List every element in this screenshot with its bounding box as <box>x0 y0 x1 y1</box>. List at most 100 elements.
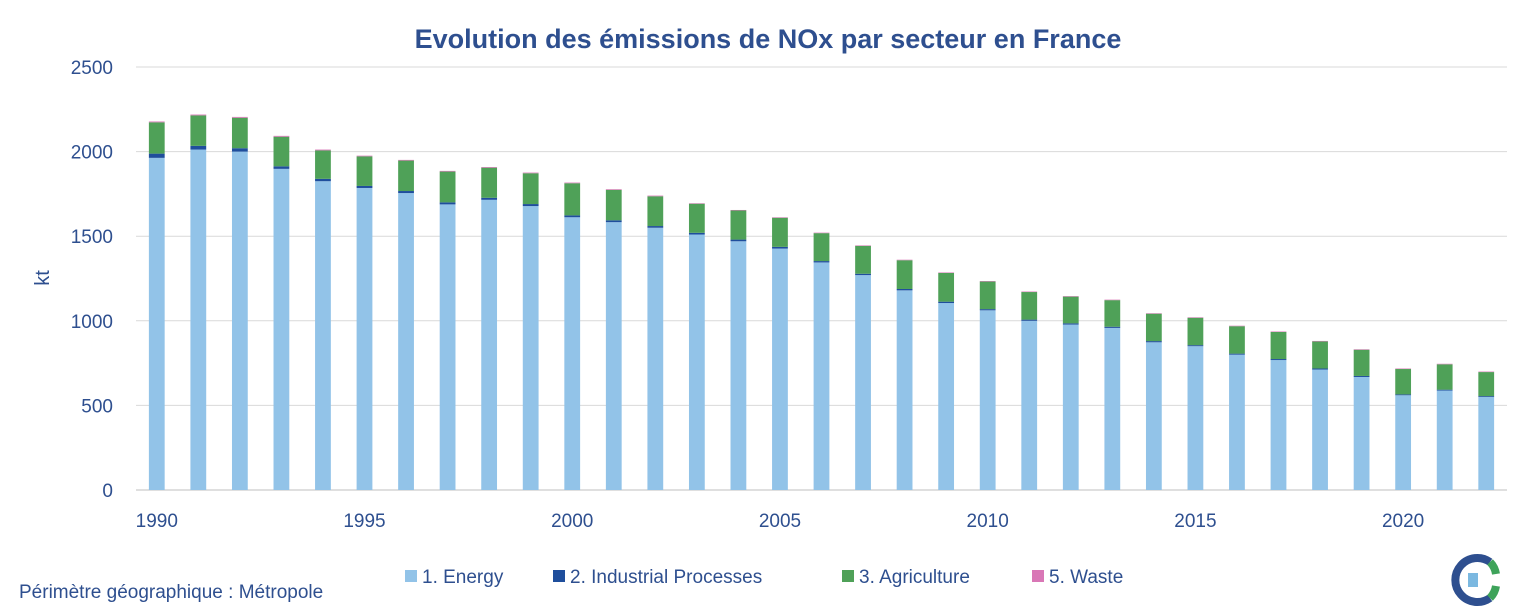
bar-segment-1 <box>273 166 290 169</box>
bar-segment-1 <box>1104 326 1121 328</box>
bar-segment-2 <box>647 196 664 227</box>
bar-segment-1 <box>522 204 539 207</box>
bar-segment-0 <box>1270 360 1287 490</box>
x-tick-label: 1995 <box>343 511 385 532</box>
bar-segment-1 <box>730 239 747 242</box>
bar-segment-1 <box>398 191 414 194</box>
bar-segment-2 <box>1145 313 1162 342</box>
y-axis-label: kt <box>32 270 54 286</box>
bar-segment-0 <box>938 303 955 490</box>
bar-segment-3 <box>273 135 290 137</box>
bar-segment-2 <box>855 245 871 274</box>
bar-segment-2 <box>564 183 581 216</box>
x-axis-ticks: 1990 1995 2000 2005 2010 2015 2020 <box>136 511 1425 532</box>
x-tick-label: 2015 <box>1174 511 1216 532</box>
bar-segment-0 <box>1395 395 1412 490</box>
bar-segment-3 <box>938 272 955 273</box>
bar-segment-1 <box>1353 375 1370 377</box>
bar-segment-3 <box>190 114 207 116</box>
bar-segment-1 <box>481 197 498 200</box>
bar-segment-1 <box>979 309 996 311</box>
bars <box>148 114 1495 491</box>
bar-segment-3 <box>148 121 165 123</box>
bar-segment-3 <box>647 195 664 197</box>
bar-segment-2 <box>1270 331 1287 360</box>
bar-segment-0 <box>813 262 830 490</box>
bar-segment-0 <box>398 193 414 490</box>
bar-segment-1 <box>855 273 871 276</box>
y-tick-label: 1500 <box>71 227 113 248</box>
bar-segment-0 <box>605 222 622 490</box>
legend-label: 2. Industrial Processes <box>570 567 762 588</box>
bar-segment-1 <box>356 185 373 188</box>
bar-segment-3 <box>772 217 788 218</box>
bar-segment-0 <box>1104 327 1121 490</box>
bar-segment-1 <box>1478 396 1495 397</box>
bar-segment-1 <box>1229 353 1245 355</box>
bar-segment-0 <box>273 168 290 490</box>
bar-segment-1 <box>1312 368 1328 370</box>
bar-segment-3 <box>605 189 622 190</box>
legend-item: 3. Agriculture <box>842 567 970 588</box>
bar-segment-1 <box>315 178 331 182</box>
bar-segment-2 <box>231 117 248 149</box>
bar-segment-1 <box>1270 359 1287 361</box>
bar-segment-2 <box>481 167 498 198</box>
bar-segment-2 <box>938 272 955 302</box>
bar-segment-1 <box>688 232 705 235</box>
bar-segment-2 <box>605 189 622 221</box>
legend-swatch <box>405 570 417 582</box>
legend-swatch <box>1032 570 1044 582</box>
bar-segment-0 <box>1436 390 1453 490</box>
bar-segment-1 <box>1062 323 1079 325</box>
bar-segment-3 <box>1312 340 1328 342</box>
bar-segment-3 <box>1229 325 1245 327</box>
bar-segment-0 <box>1478 396 1495 490</box>
bar-segment-0 <box>1145 342 1162 490</box>
legend-swatch <box>553 570 565 582</box>
legend-label: 1. Energy <box>422 567 504 588</box>
bar-segment-0 <box>190 149 207 491</box>
citepa-logo-icon <box>1451 554 1500 606</box>
bar-segment-2 <box>1062 296 1079 324</box>
bar-segment-1 <box>231 148 248 152</box>
legend-item: 1. Energy <box>405 567 504 588</box>
x-tick-label: 2020 <box>1382 511 1424 532</box>
legend-item: 5. Waste <box>1032 567 1123 588</box>
bar-segment-0 <box>855 275 871 490</box>
legend-label: 3. Agriculture <box>859 567 970 588</box>
bar-segment-3 <box>315 149 331 151</box>
bar-segment-2 <box>772 217 788 247</box>
bar-segment-0 <box>979 310 996 490</box>
bar-segment-2 <box>1353 349 1370 376</box>
bar-segment-3 <box>481 166 498 168</box>
legend-label: 5. Waste <box>1049 567 1123 588</box>
bar-segment-3 <box>1353 349 1370 350</box>
bar-segment-2 <box>979 281 996 310</box>
bar-segment-1 <box>605 220 622 223</box>
bar-segment-0 <box>356 187 373 490</box>
x-tick-label: 2005 <box>759 511 801 532</box>
bar-segment-0 <box>1312 369 1328 490</box>
bar-segment-2 <box>148 122 165 154</box>
bar-segment-1 <box>148 153 165 158</box>
bar-segment-3 <box>1436 363 1453 365</box>
bar-segment-1 <box>1436 389 1453 391</box>
chart-title: Evolution des émissions de NOx par secte… <box>415 24 1122 54</box>
bar-segment-3 <box>1187 317 1204 318</box>
bar-segment-1 <box>190 145 207 150</box>
bar-segment-3 <box>564 182 581 184</box>
bar-segment-2 <box>896 260 913 289</box>
bar-segment-1 <box>439 202 456 205</box>
bar-segment-3 <box>855 245 871 246</box>
bar-segment-0 <box>231 151 248 490</box>
y-tick-label: 1000 <box>71 312 113 333</box>
bar-segment-1 <box>896 288 913 291</box>
bar-segment-2 <box>1395 369 1412 395</box>
bar-segment-3 <box>1021 291 1038 293</box>
y-axis-ticks: 0 500 1000 1500 2000 2500 <box>71 58 113 502</box>
bar-segment-1 <box>1187 345 1204 347</box>
y-tick-label: 2000 <box>71 143 113 164</box>
bar-segment-3 <box>1145 313 1162 314</box>
